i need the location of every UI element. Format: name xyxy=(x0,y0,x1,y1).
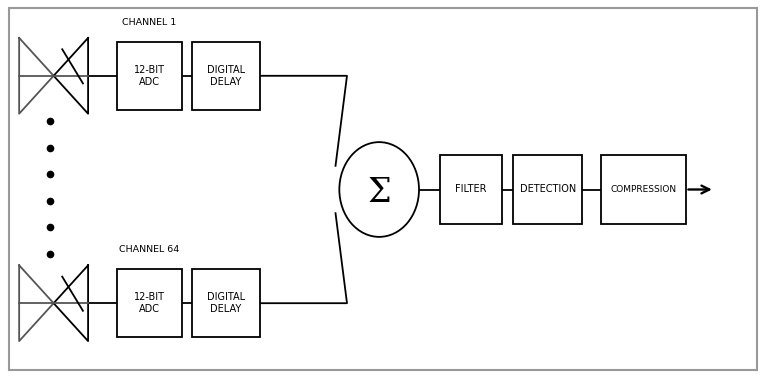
FancyBboxPatch shape xyxy=(9,8,757,370)
Text: CHANNEL 64: CHANNEL 64 xyxy=(119,245,179,254)
Ellipse shape xyxy=(339,142,419,237)
Text: DIGITAL
DELAY: DIGITAL DELAY xyxy=(207,293,245,314)
Bar xyxy=(192,269,260,337)
Text: 12-BIT
ADC: 12-BIT ADC xyxy=(134,65,165,86)
Bar xyxy=(192,42,260,110)
Bar xyxy=(116,269,182,337)
Bar xyxy=(513,155,582,224)
Text: 12-BIT
ADC: 12-BIT ADC xyxy=(134,293,165,314)
Bar xyxy=(601,155,686,224)
Text: Σ: Σ xyxy=(368,177,391,209)
Bar xyxy=(116,42,182,110)
Bar xyxy=(440,155,502,224)
Text: FILTER: FILTER xyxy=(455,185,487,194)
Text: DIGITAL
DELAY: DIGITAL DELAY xyxy=(207,65,245,86)
Text: CHANNEL 1: CHANNEL 1 xyxy=(123,17,176,27)
Text: DETECTION: DETECTION xyxy=(519,185,576,194)
Text: COMPRESSION: COMPRESSION xyxy=(611,185,676,194)
